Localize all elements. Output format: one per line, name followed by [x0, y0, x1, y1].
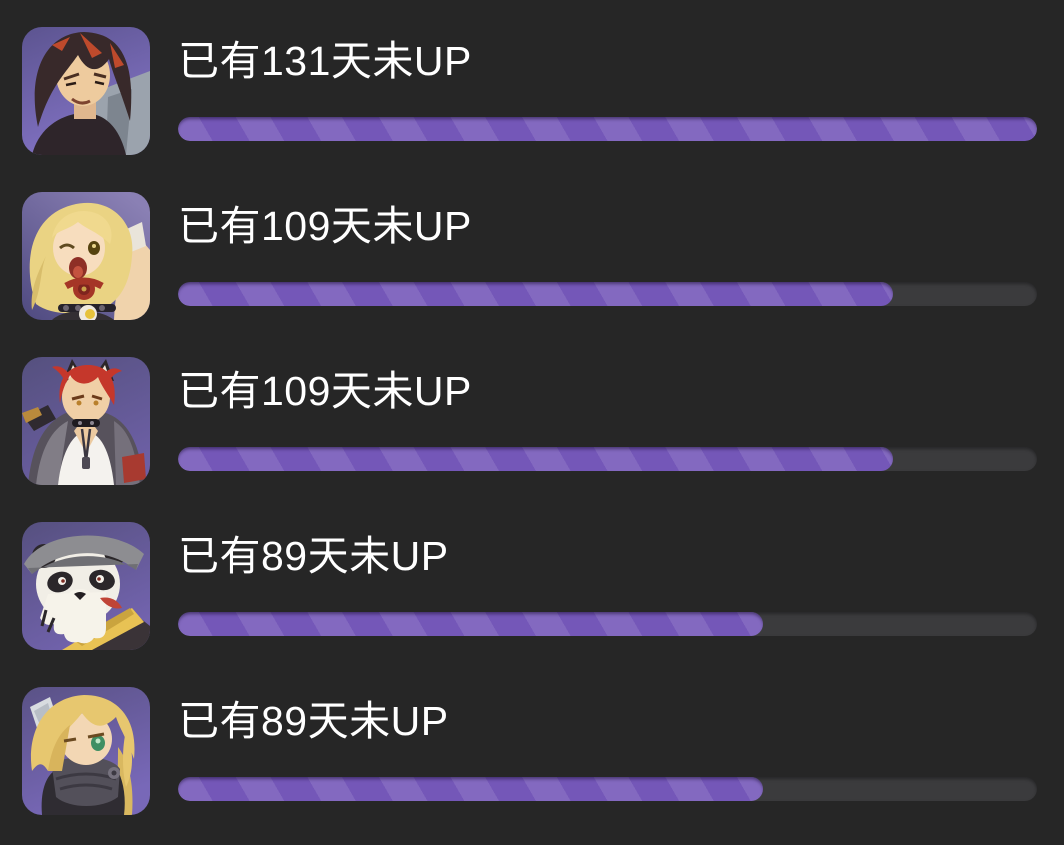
progress-bar-fill: [178, 117, 1037, 141]
avatar-masked-blonde-character: [22, 687, 150, 815]
character-row[interactable]: 已有89天未UP: [22, 687, 1037, 815]
character-row[interactable]: 已有109天未UP: [22, 357, 1037, 485]
progress-bar-track: [178, 447, 1037, 471]
avatar-masked-blonde-character-image: [22, 687, 150, 815]
days-since-up-label: 已有109天未UP: [178, 203, 472, 249]
avatar-panda-character-image: [22, 522, 150, 650]
progress-bar-track: [178, 117, 1037, 141]
avatar-panda-character: [22, 522, 150, 650]
days-since-up-label: 已有109天未UP: [178, 368, 472, 414]
avatar-blonde-winking-girl: [22, 192, 150, 320]
progress-bar-track: [178, 777, 1037, 801]
days-since-up-label: 已有89天未UP: [178, 698, 449, 744]
avatar-red-haired-fox-eared-character: [22, 357, 150, 485]
avatar-dark-haired-character: [22, 27, 150, 155]
days-since-up-label: 已有89天未UP: [178, 533, 449, 579]
character-row[interactable]: 已有89天未UP: [22, 522, 1037, 650]
progress-bar-track: [178, 612, 1037, 636]
avatar-dark-haired-character-image: [22, 27, 150, 155]
progress-bar-fill: [178, 447, 893, 471]
progress-bar-fill: [178, 777, 763, 801]
days-since-up-list: 已有131天未UP: [22, 27, 1037, 815]
progress-bar-track: [178, 282, 1037, 306]
progress-bar-fill: [178, 612, 763, 636]
progress-bar-fill: [178, 282, 893, 306]
avatar-blonde-winking-girl-image: [22, 192, 150, 320]
character-row[interactable]: 已有109天未UP: [22, 192, 1037, 320]
character-row[interactable]: 已有131天未UP: [22, 27, 1037, 155]
avatar-red-haired-fox-eared-character-image: [22, 357, 150, 485]
days-since-up-label: 已有131天未UP: [178, 38, 472, 84]
